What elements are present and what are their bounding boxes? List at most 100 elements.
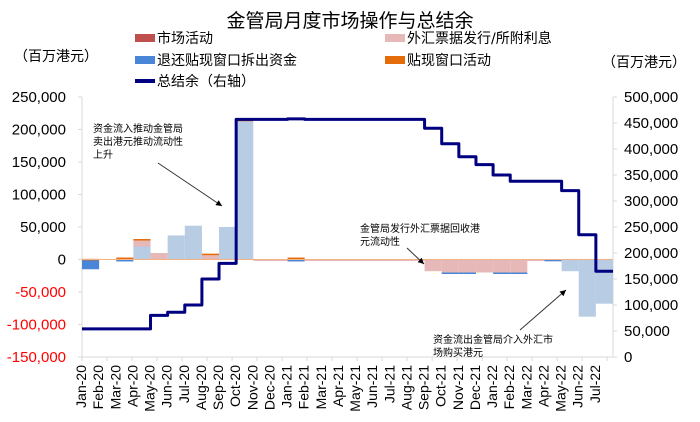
bar-外汇票据发行/所附利息: [338, 259, 357, 261]
bar-外汇票据发行/所附利息: [270, 259, 288, 261]
arrow-inflow: [157, 162, 223, 207]
bar-外汇票据发行/所附利息: [321, 259, 339, 261]
legend-swatch-discount-window: [385, 56, 405, 64]
legend-label: 外汇票据发行/所附利息: [407, 31, 552, 47]
bar-外汇票据发行/所附利息: [493, 259, 511, 273]
left-tick-label: 200,000: [12, 122, 66, 139]
bar-市场活动: [578, 259, 596, 317]
bar-市场活动: [184, 225, 202, 260]
bar-退还贴现窗口拆出资金: [441, 272, 459, 274]
x-tick-label: Aug-20: [193, 365, 209, 410]
left-axis-unit: （百万港元）: [14, 49, 98, 65]
x-tick-label: Mar-22: [518, 365, 534, 410]
annotation-fx-bills: 金管局发行外汇票据回收港 元流动性: [360, 223, 480, 249]
left-tick-label: 250,000: [12, 89, 66, 106]
annotation-line: 元流动性: [360, 237, 400, 248]
legend-swatch-balance: [135, 79, 155, 83]
left-tick-label: 100,000: [12, 187, 66, 204]
bar-外汇票据发行/所附利息: [441, 259, 459, 273]
bar-市场活动: [167, 235, 185, 260]
legend-fx-bills: 外汇票据发行/所附利息: [385, 28, 552, 48]
annotation-outflow: 资金流出金管局介入外汇市 场购买港元: [433, 334, 553, 360]
bar-外汇票据发行/所附利息: [475, 259, 494, 273]
annotation-line: 卖出港元推动流动性: [93, 137, 183, 148]
annotation-line: 场购买港元: [433, 348, 483, 359]
right-tick-label: 350,000: [624, 167, 678, 184]
legend-discount-window: 贴现窗口活动: [385, 50, 491, 70]
bar-退还贴现窗口拆出资金: [544, 259, 562, 262]
x-tick-label: Apr-20: [124, 365, 140, 407]
arrow-fx-bills: [406, 247, 425, 265]
right-tick-label: 150,000: [624, 271, 678, 288]
right-tick-label: 50,000: [624, 323, 670, 340]
x-tick-label: Apr-22: [535, 365, 551, 407]
x-tick-label: Mar-20: [107, 365, 123, 410]
bar-市场活动: [219, 227, 237, 260]
left-tick-label: 0: [58, 252, 66, 269]
x-tick-label: Nov-21: [450, 365, 466, 410]
annotation-line: 金管局发行外汇票据回收港: [360, 224, 480, 235]
annotation-line: 上升: [93, 150, 113, 161]
bar-退还贴现窗口拆出资金: [458, 272, 476, 274]
x-tick-label: Jul-21: [381, 365, 397, 403]
x-tick-label: Oct-21: [433, 365, 449, 407]
x-tick-label: Dec-20: [261, 365, 277, 410]
legend-label: 市场活动: [157, 31, 213, 47]
x-tick-label: Jan-22: [484, 365, 500, 408]
right-tick-label: 250,000: [624, 219, 678, 236]
bar-退还贴现窗口拆出资金: [287, 259, 305, 262]
bar-退还贴现窗口拆出资金: [116, 259, 134, 262]
arrow-outflow: [519, 289, 567, 331]
legend-label: 退还贴现窗口拆出资金: [157, 53, 297, 69]
left-tick-label: -150,000: [7, 349, 66, 366]
x-tick-label: Jan-20: [73, 365, 89, 408]
bar-贴现窗口活动: [133, 239, 151, 241]
legend-balance: 总结余（右轴）: [135, 71, 255, 91]
annotation-inflow: 资金流入推动金管局 卖出港元推动流动性 上升: [93, 123, 183, 162]
bar-外汇票据发行/所附利息: [304, 259, 322, 261]
right-tick-label: 500,000: [624, 89, 678, 106]
bar-外汇票据发行/所附利息: [133, 240, 151, 247]
bar-市场活动: [133, 246, 151, 260]
legend-market: 市场活动: [135, 28, 213, 48]
chart-title: 金管局月度市场操作与总结余: [226, 10, 474, 32]
right-tick-label: 200,000: [624, 245, 678, 262]
bar-贴现窗口活动: [201, 253, 220, 256]
right-tick-label: 100,000: [624, 297, 678, 314]
bar-外汇票据发行/所附利息: [407, 259, 425, 261]
x-tick-label: Aug-21: [398, 365, 414, 410]
annotation-line: 资金流入推动金管局: [93, 124, 183, 135]
x-tick-label: Feb-21: [296, 365, 312, 410]
bar-退还贴现窗口拆出资金: [493, 272, 511, 274]
legend-discount-repay: 退还贴现窗口拆出资金: [135, 50, 297, 70]
bar-市场活动: [595, 259, 613, 304]
x-tick-label: Jul-22: [587, 365, 603, 403]
x-tick-label: Jan-21: [279, 365, 295, 408]
x-tick-label: May-20: [142, 365, 158, 412]
left-tick-label: -100,000: [7, 317, 66, 334]
x-tick-label: Jun-22: [570, 365, 586, 408]
legend-swatch-discount-repay: [135, 56, 155, 64]
bar-外汇票据发行/所附利息: [356, 259, 374, 261]
bar-外汇票据发行/所附利息: [373, 259, 391, 261]
right-axis-unit: （百万港元）: [602, 55, 686, 71]
bar-外汇票据发行/所附利息: [201, 254, 220, 260]
bar-退还贴现窗口拆出资金: [82, 259, 100, 270]
legend-swatch-fx-bills: [385, 34, 405, 42]
x-tick-label: Feb-22: [501, 365, 517, 410]
bar-外汇票据发行/所附利息: [424, 259, 442, 272]
x-tick-label: Mar-21: [313, 365, 329, 410]
bar-外汇票据发行/所附利息: [150, 253, 168, 260]
x-tick-label: Oct-20: [227, 365, 243, 407]
left-tick-label: -50,000: [15, 284, 66, 301]
bar-外汇票据发行/所附利息: [510, 259, 528, 273]
x-tick-label: Jun-20: [159, 365, 175, 408]
annotation-line: 资金流出金管局介入外汇市: [433, 335, 553, 346]
bar-贴现窗口活动: [116, 257, 134, 260]
legend-swatch-market: [135, 34, 155, 42]
legend-label: 总结余（右轴）: [157, 74, 255, 90]
x-tick-label: Apr-21: [330, 365, 346, 407]
bar-外汇票据发行/所附利息: [458, 259, 476, 273]
balance-line: [82, 117, 613, 331]
